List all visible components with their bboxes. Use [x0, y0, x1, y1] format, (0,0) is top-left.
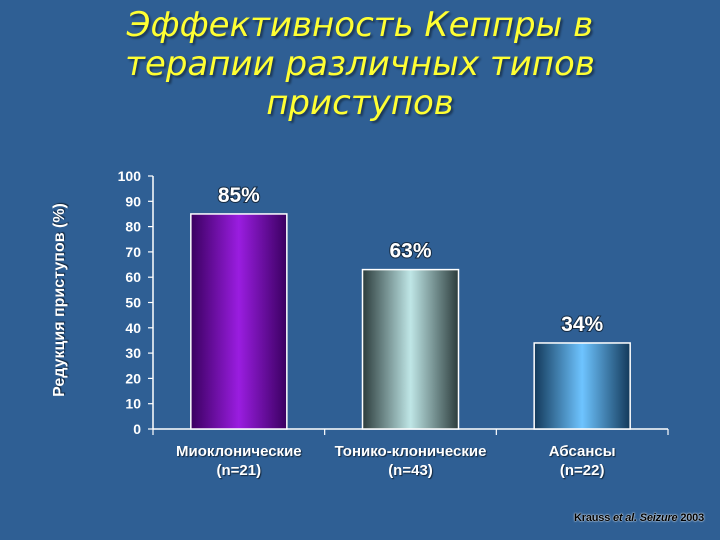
y-tick-label: 20 — [125, 370, 141, 386]
source-journal: Seizure — [639, 512, 678, 524]
source-author: Krauss — [574, 512, 611, 524]
y-tick-label: 80 — [125, 219, 141, 235]
category-label-myoclonic: Миоклонические (n=21) — [149, 442, 329, 480]
chart-title: Эффективность Кеппры в терапии различных… — [0, 6, 720, 123]
source-etal: et al. — [613, 512, 637, 524]
category-name: Абсансы — [548, 443, 616, 460]
bar-3 — [533, 342, 631, 430]
bar-2 — [361, 268, 460, 430]
title-line-3: приступов — [266, 83, 454, 123]
y-tick-label: 40 — [125, 320, 141, 336]
source-citation: Krauss et al. Seizure 2003 — [574, 512, 704, 524]
category-count: (n=22) — [559, 462, 605, 479]
category-label-absence: Абсансы (n=22) — [492, 442, 672, 480]
data-label-2: 63% — [389, 240, 431, 263]
title-line-1: Эффективность Кеппры в — [126, 5, 594, 45]
y-tick-label: 50 — [125, 295, 141, 311]
title-line-2: терапии различных типов — [125, 44, 595, 84]
category-count: (n=43) — [388, 462, 433, 479]
source-year: 2003 — [680, 512, 704, 524]
category-name: Миоклонические — [176, 443, 302, 460]
y-tick-label: 90 — [125, 193, 141, 209]
y-tick-label: 100 — [118, 168, 142, 184]
y-tick-label: 30 — [125, 345, 141, 361]
bar-1 — [190, 213, 288, 430]
category-label-tonic-clonic: Тонико-клонические (n=43) — [321, 442, 501, 480]
category-count: (n=21) — [216, 462, 262, 479]
y-tick-label: 10 — [125, 396, 141, 412]
data-label-3: 34% — [561, 313, 603, 336]
data-label-1: 85% — [218, 184, 260, 207]
category-name: Тонико-клонические — [334, 443, 487, 460]
y-tick-label: 60 — [125, 269, 141, 285]
y-tick-label: 0 — [133, 421, 141, 437]
y-tick-label: 70 — [125, 244, 141, 260]
